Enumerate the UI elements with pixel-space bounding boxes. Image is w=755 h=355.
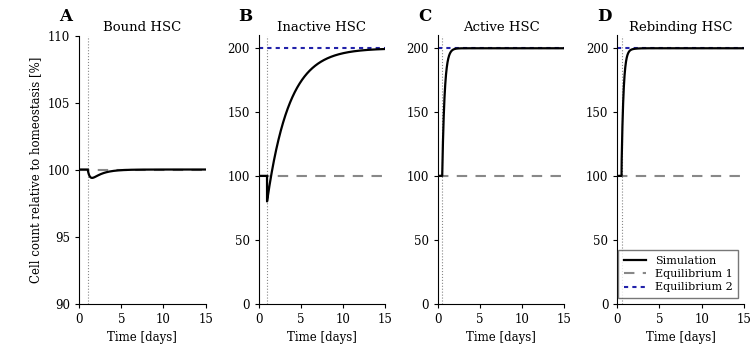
- Legend: Simulation, Equilibrium 1, Equilibrium 2: Simulation, Equilibrium 1, Equilibrium 2: [618, 250, 738, 298]
- Title: Active HSC: Active HSC: [463, 21, 540, 34]
- Title: Rebinding HSC: Rebinding HSC: [629, 21, 732, 34]
- Y-axis label: Cell count relative to homeostasis [%]: Cell count relative to homeostasis [%]: [29, 56, 42, 283]
- Text: D: D: [597, 8, 612, 25]
- Text: A: A: [59, 8, 72, 25]
- X-axis label: Time [days]: Time [days]: [467, 331, 536, 344]
- Text: B: B: [239, 8, 253, 25]
- Text: C: C: [418, 8, 431, 25]
- X-axis label: Time [days]: Time [days]: [287, 331, 356, 344]
- Title: Inactive HSC: Inactive HSC: [277, 21, 366, 34]
- Title: Bound HSC: Bound HSC: [103, 21, 181, 34]
- X-axis label: Time [days]: Time [days]: [646, 331, 716, 344]
- X-axis label: Time [days]: Time [days]: [107, 331, 177, 344]
